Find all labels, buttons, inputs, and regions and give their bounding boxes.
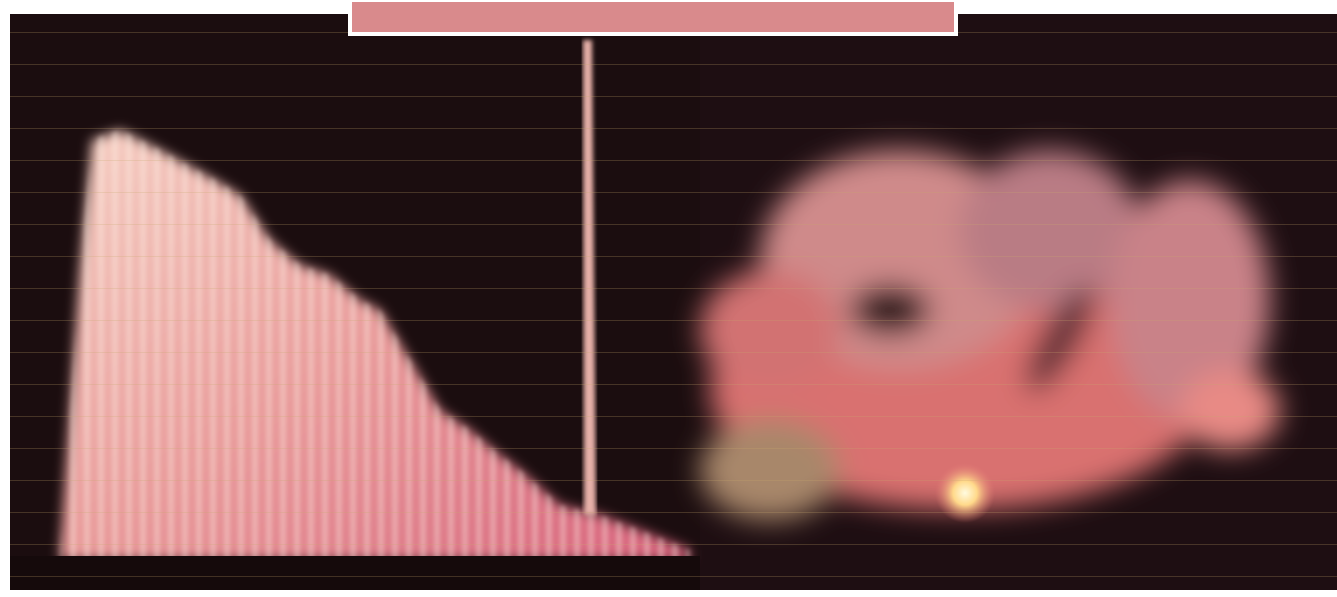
- scanlines: [10, 14, 1337, 590]
- banner: [348, 0, 958, 36]
- corner: [0, 588, 180, 597]
